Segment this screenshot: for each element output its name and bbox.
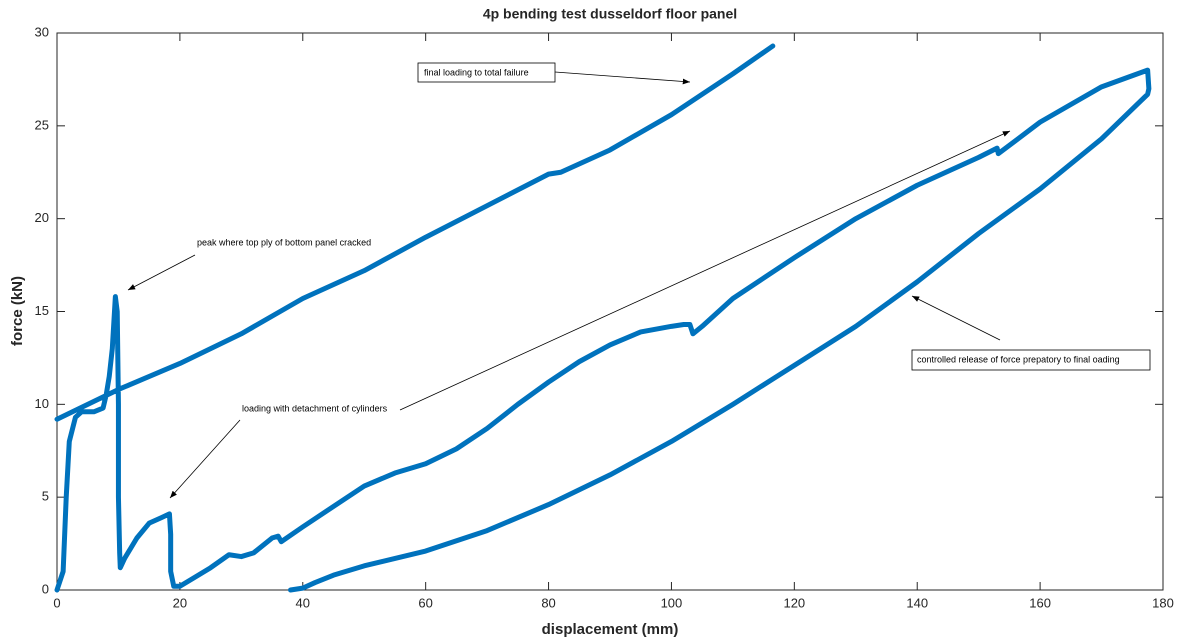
annotation-arrow	[127, 254, 196, 291]
y-tick-label: 15	[35, 303, 49, 318]
x-tick-label: 100	[661, 595, 683, 610]
annotations: final loading to total failure peak wher…	[127, 62, 1151, 499]
annotation-box	[911, 349, 1151, 371]
y-tick-label: 10	[35, 396, 49, 411]
annotation: final loading to total failure	[424, 67, 529, 77]
x-tick-label: 60	[418, 595, 432, 610]
x-tick-label: 140	[906, 595, 928, 610]
y-tick-label: 25	[35, 117, 49, 132]
data-line	[54, 43, 1152, 593]
x-tick-label: 120	[783, 595, 805, 610]
y-tick-label: 0	[42, 581, 49, 596]
annotation-arrow	[399, 130, 1011, 411]
x-axis-label: displacement (mm)	[542, 621, 679, 638]
y-tick-label: 30	[35, 24, 49, 39]
annotation-box	[417, 62, 556, 83]
y-tick-label: 20	[35, 210, 49, 225]
annotation: loading with detachment of cylinders	[242, 403, 388, 413]
y-tick-label: 5	[42, 489, 49, 504]
annotation: controlled release of force prepatory to…	[917, 354, 1120, 364]
x-tick-label: 20	[173, 595, 187, 610]
annotation-arrow	[169, 419, 241, 499]
plot-frame	[56, 32, 1164, 591]
annotation-arrow	[554, 71, 691, 85]
y-axis-label: force (kN)	[9, 276, 26, 346]
x-tick-label: 180	[1152, 595, 1174, 610]
x-tick-label: 80	[541, 595, 555, 610]
x-tick-label: 0	[53, 595, 60, 610]
annotation-arrow	[911, 295, 1001, 341]
x-tick-label: 160	[1029, 595, 1051, 610]
annotation: peak where top ply of bottom panel crack…	[197, 237, 371, 247]
chart-title: 4p bending test dusseldorf floor panel	[483, 6, 737, 22]
x-tick-label: 40	[296, 595, 310, 610]
